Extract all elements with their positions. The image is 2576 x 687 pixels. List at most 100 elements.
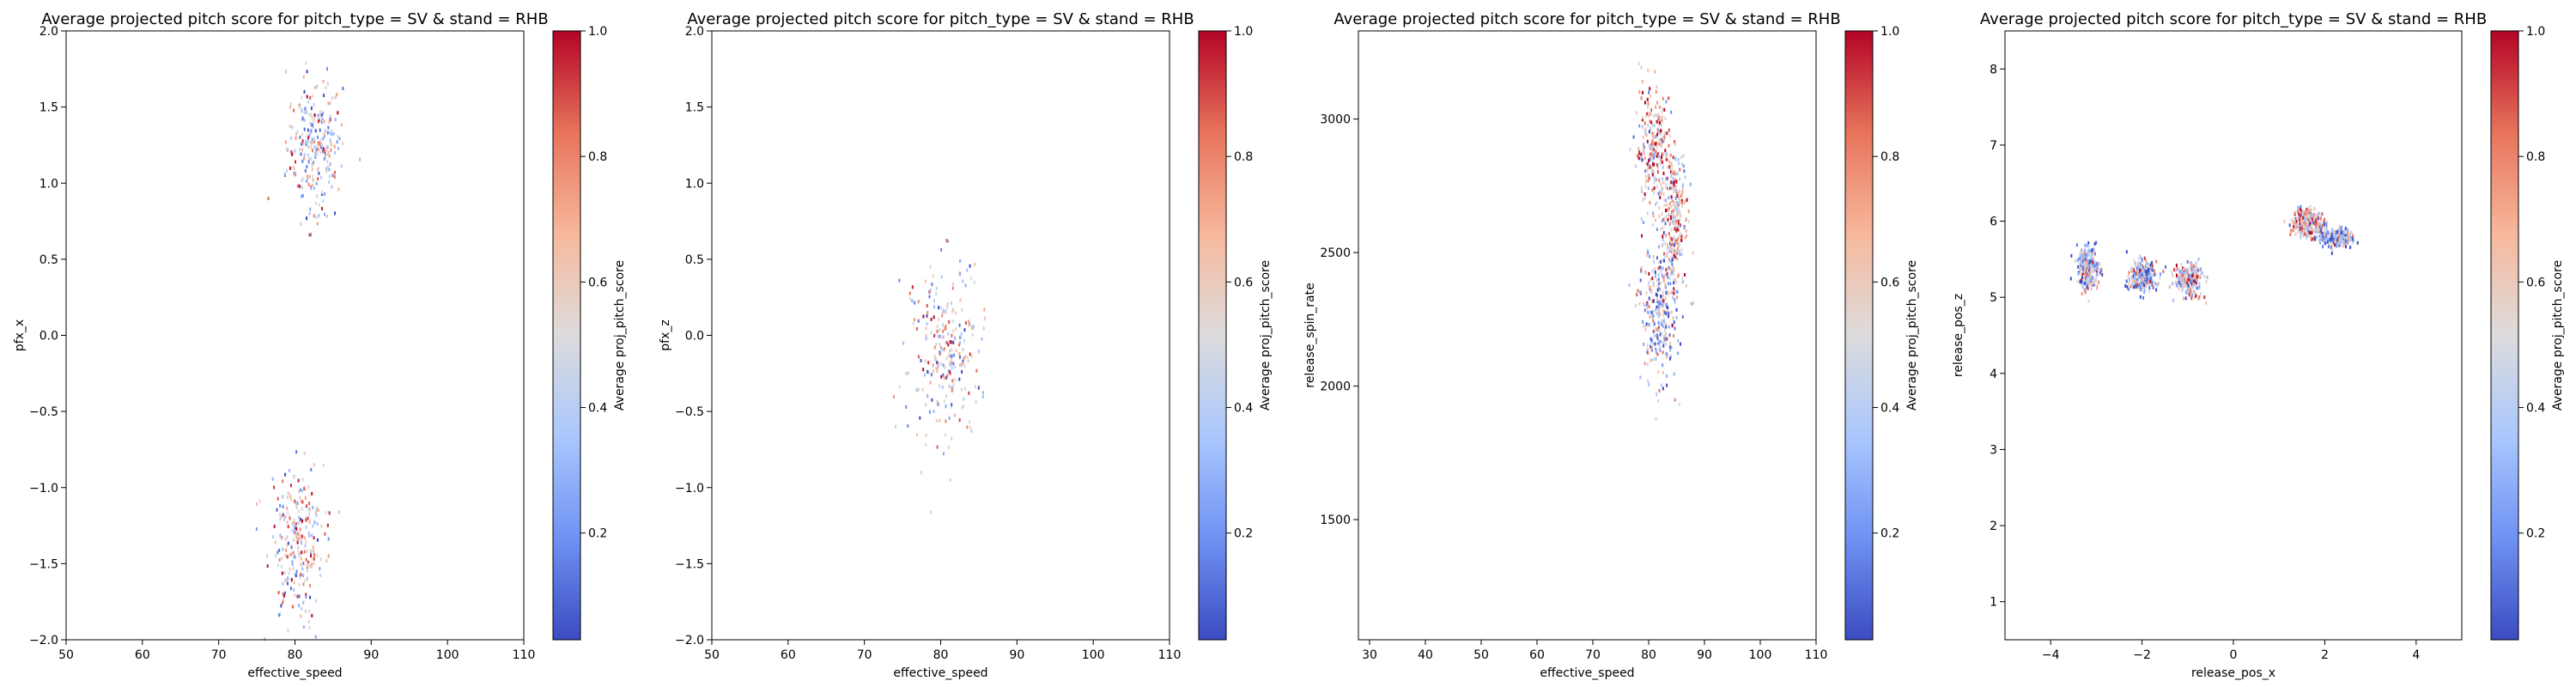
- data-point: [2131, 266, 2134, 271]
- data-point: [2347, 241, 2348, 246]
- data-point: [940, 374, 943, 379]
- data-point: [305, 593, 307, 597]
- data-point: [1656, 85, 1658, 89]
- data-point: [2326, 240, 2329, 244]
- data-point: [1655, 307, 1657, 312]
- data-point: [2190, 274, 2193, 278]
- data-point: [287, 541, 289, 545]
- data-point: [1644, 114, 1647, 119]
- data-point: [1665, 209, 1667, 213]
- data-point: [1672, 222, 1674, 226]
- data-point: [2087, 282, 2090, 286]
- data-point: [2182, 267, 2184, 271]
- data-point: [310, 157, 313, 161]
- data-point: [1671, 256, 1674, 260]
- data-point: [317, 508, 319, 512]
- data-point: [2318, 211, 2321, 216]
- data-point: [2084, 262, 2087, 266]
- data-point: [311, 167, 313, 172]
- data-point: [1677, 207, 1680, 211]
- data-point: [326, 82, 329, 86]
- data-point: [2293, 224, 2295, 228]
- data-point: [291, 560, 294, 564]
- data-point: [2127, 287, 2129, 291]
- data-point: [943, 399, 945, 404]
- data-point: [2129, 277, 2131, 282]
- data-point: [2327, 245, 2330, 249]
- data-point: [1681, 187, 1684, 191]
- data-point: [326, 214, 329, 218]
- data-point: [2147, 272, 2149, 277]
- data-point: [273, 525, 276, 528]
- data-point: [2093, 283, 2096, 287]
- colorbar-tick-label: 0.4: [1880, 402, 1899, 416]
- data-point: [1670, 110, 1673, 114]
- data-point: [908, 296, 911, 301]
- data-point: [2087, 269, 2088, 273]
- data-point: [2326, 229, 2329, 234]
- data-point: [967, 359, 969, 363]
- data-point: [1652, 309, 1655, 313]
- data-point: [313, 556, 315, 561]
- data-point: [951, 309, 954, 313]
- data-point: [2199, 267, 2202, 271]
- data-point: [933, 345, 936, 350]
- data-point: [1638, 150, 1641, 155]
- data-point: [2303, 226, 2305, 230]
- data-point: [2085, 287, 2087, 291]
- data-point: [305, 139, 307, 143]
- chart-panel-3: Average projected pitch score for pitch_…: [1303, 10, 1919, 680]
- data-point: [2206, 276, 2208, 279]
- data-point: [1668, 213, 1670, 217]
- data-point: [2301, 219, 2304, 223]
- data-point: [1668, 249, 1671, 253]
- data-point: [1648, 281, 1650, 285]
- data-point: [289, 125, 291, 128]
- data-point: [2300, 234, 2302, 238]
- data-point: [2301, 228, 2304, 233]
- data-point: [1684, 235, 1686, 240]
- data-point: [1666, 208, 1668, 212]
- data-point: [1674, 186, 1676, 191]
- data-point: [1656, 283, 1659, 288]
- data-point: [2317, 230, 2319, 234]
- data-point: [336, 93, 338, 97]
- data-point: [298, 594, 301, 599]
- data-point: [1673, 372, 1675, 376]
- data-point: [1668, 206, 1670, 210]
- data-point: [1680, 239, 1683, 242]
- data-point: [1658, 178, 1661, 182]
- data-point: [2192, 264, 2195, 268]
- data-point: [307, 560, 310, 564]
- data-point: [2088, 264, 2091, 269]
- data-point: [2345, 240, 2348, 244]
- data-point: [326, 523, 329, 527]
- data-point: [1677, 212, 1680, 216]
- data-point: [2086, 254, 2088, 258]
- data-point: [1669, 348, 1672, 352]
- data-point: [2342, 231, 2345, 235]
- data-point: [1656, 119, 1658, 124]
- data-point: [1664, 283, 1667, 288]
- data-point: [293, 499, 295, 503]
- data-point: [301, 132, 304, 137]
- data-point: [963, 358, 965, 362]
- data-point: [2302, 223, 2305, 228]
- data-point: [337, 146, 339, 150]
- data-point: [947, 343, 950, 347]
- data-point: [1650, 167, 1653, 171]
- data-point: [949, 369, 951, 374]
- data-point: [2316, 226, 2318, 230]
- data-point: [2189, 292, 2190, 296]
- data-point: [302, 582, 305, 587]
- data-point: [322, 463, 325, 467]
- data-point: [288, 469, 290, 473]
- data-point: [1677, 351, 1680, 356]
- data-point: [942, 335, 945, 339]
- data-point: [1671, 253, 1674, 258]
- data-point: [1675, 229, 1678, 234]
- data-point: [1662, 278, 1665, 283]
- data-point: [1670, 204, 1673, 209]
- data-point: [1653, 148, 1656, 152]
